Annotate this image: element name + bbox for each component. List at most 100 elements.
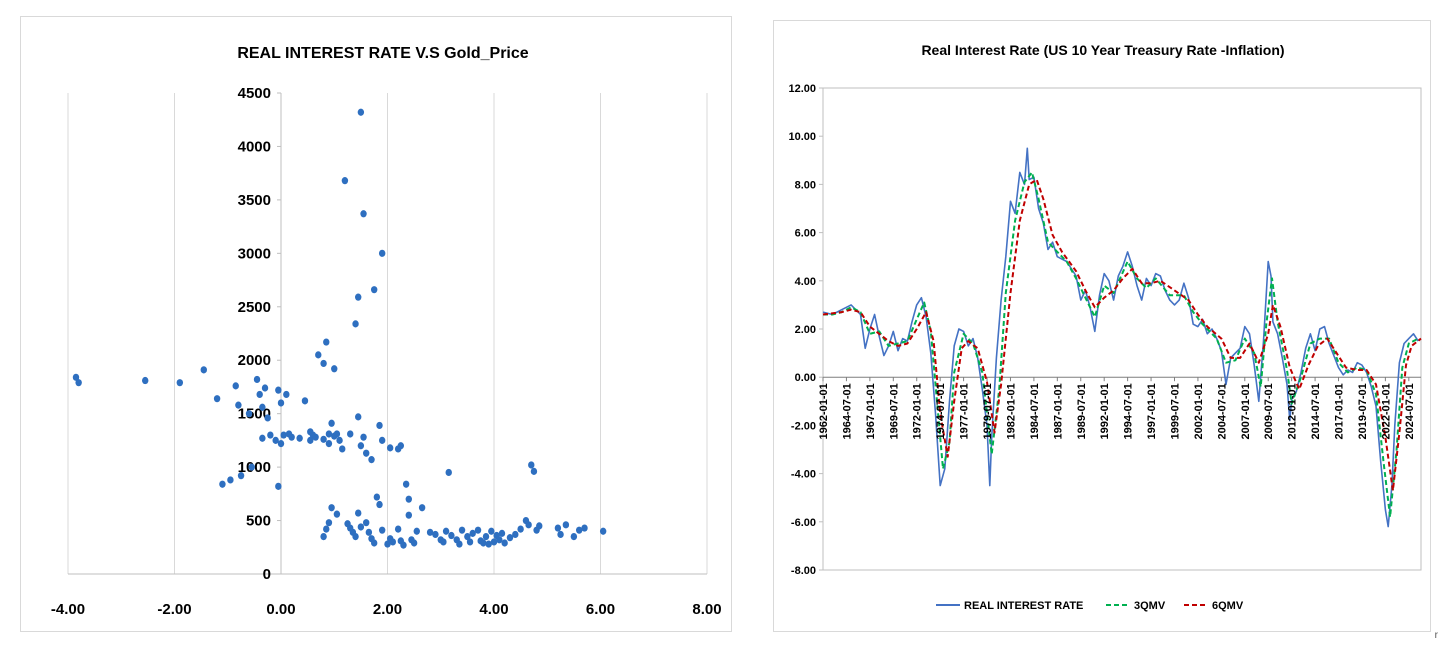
left-scatter-chart: REAL INTEREST RATE V.S Gold_Price 050010… <box>51 45 722 618</box>
scatter-point <box>378 249 386 257</box>
scatter-point <box>320 435 327 443</box>
scatter-point <box>370 539 378 547</box>
scatter-point <box>325 439 333 448</box>
right-y-tick-label: 8.00 <box>795 179 816 191</box>
scatter-point <box>389 538 397 546</box>
scatter-point <box>373 493 381 501</box>
scatter-point <box>275 482 282 490</box>
scatter-point <box>339 445 346 453</box>
scatter-point <box>426 528 434 536</box>
scatter-point <box>466 538 474 546</box>
scatter-point <box>267 431 274 439</box>
scatter-point <box>296 434 303 442</box>
scatter-point <box>232 382 239 390</box>
right-x-tick-label: 2017-01-01 <box>1334 383 1346 439</box>
series-line-6qmv <box>822 178 1422 492</box>
scatter-point <box>402 480 410 488</box>
scatter-point <box>328 419 335 427</box>
scatter-point <box>357 523 365 531</box>
scatter-point <box>333 510 341 518</box>
right-chart-panel: Real Interest Rate (US 10 Year Treasury … <box>773 20 1431 632</box>
scatter-point <box>376 500 383 509</box>
scatter-point <box>554 524 562 532</box>
right-x-tick-label: 1977-01-01 <box>959 383 971 439</box>
left-y-tick-label: 2000 <box>238 352 271 369</box>
scatter-point <box>245 410 253 418</box>
scatter-point <box>227 476 234 484</box>
scatter-point <box>320 532 327 541</box>
right-x-tick-label: 1969-07-01 <box>888 383 900 439</box>
right-y-tick-label: 4.00 <box>795 276 816 288</box>
scatter-point <box>360 433 367 441</box>
scatter-point <box>474 526 482 534</box>
right-line-chart: Real Interest Rate (US 10 Year Treasury … <box>788 42 1422 612</box>
left-x-tick-label: -4.00 <box>51 601 85 618</box>
left-y-tick-label: 4500 <box>238 85 271 102</box>
scatter-point <box>277 439 285 448</box>
scatter-point <box>432 530 439 539</box>
left-y-tick-label: 4000 <box>238 138 271 155</box>
scatter-point <box>352 532 359 541</box>
scatter-point <box>328 504 335 512</box>
scatter-point <box>378 526 386 534</box>
right-y-tick-label: 6.00 <box>795 228 816 240</box>
right-x-tick-label: 2009-07-01 <box>1263 383 1275 439</box>
right-x-tick-label: 2014-07-01 <box>1310 383 1322 439</box>
right-chart-title: Real Interest Rate (US 10 Year Treasury … <box>921 42 1284 58</box>
scatter-point <box>347 430 354 438</box>
right-x-tick-label: 2022-01-01 <box>1380 383 1392 439</box>
series-line-real-interest-rate <box>822 147 1419 528</box>
left-y-tick-label: 2500 <box>238 299 271 316</box>
right-x-tick-label: 1989-07-01 <box>1076 383 1088 439</box>
scatter-point <box>557 530 564 539</box>
scatter-point <box>307 436 314 444</box>
left-x-tick-label: -2.00 <box>157 601 191 618</box>
scatter-point <box>536 522 543 530</box>
scatter-point <box>256 390 263 399</box>
right-x-tick-label: 1972-01-01 <box>912 383 924 439</box>
scatter-point <box>384 540 391 548</box>
scatter-point <box>259 403 266 411</box>
legend-label: 6QMV <box>1212 600 1244 612</box>
left-y-tick-label: 3000 <box>238 245 271 262</box>
scatter-point <box>376 421 383 430</box>
scatter-point <box>581 524 588 532</box>
right-x-tick-label: 2012-01-01 <box>1287 383 1299 439</box>
scatter-point <box>235 401 242 409</box>
right-x-tick-label: 2002-01-01 <box>1193 383 1205 439</box>
scatter-point <box>394 525 402 533</box>
right-x-tick-label: 2007-01-01 <box>1240 383 1252 439</box>
scatter-point <box>501 539 508 547</box>
scatter-point <box>72 373 80 381</box>
left-x-tick-label: 2.00 <box>373 601 402 618</box>
scatter-point <box>357 442 365 450</box>
scatter-point <box>325 519 333 527</box>
left-chart-title: REAL INTEREST RATE V.S Gold_Price <box>237 45 528 62</box>
left-x-tick-label: 4.00 <box>479 601 508 618</box>
left-x-tick-label: 6.00 <box>586 601 615 618</box>
scatter-point <box>599 527 607 535</box>
scatter-point <box>200 366 207 374</box>
scatter-point <box>370 286 378 294</box>
scatter-point <box>363 519 370 527</box>
scatter-point <box>482 532 490 541</box>
scatter-point <box>272 436 279 444</box>
scatter-point <box>410 539 418 547</box>
scatter-point <box>456 540 463 548</box>
scatter-point <box>365 528 373 536</box>
left-x-tick-label: 8.00 <box>692 601 721 618</box>
scatter-point <box>525 521 532 529</box>
scatter-point <box>323 525 330 533</box>
scatter-point <box>237 472 245 480</box>
scatter-point <box>413 527 420 535</box>
scatter-point <box>576 526 583 534</box>
scatter-point <box>490 538 498 546</box>
scatter-point <box>405 511 412 519</box>
scatter-point <box>280 431 287 439</box>
right-x-tick-label: 1979-07-01 <box>982 383 994 439</box>
scatter-point <box>517 525 524 533</box>
scatter-point <box>530 467 538 475</box>
scatter-point <box>357 108 365 116</box>
scatter-point <box>506 534 514 542</box>
scatter-point <box>355 413 362 421</box>
